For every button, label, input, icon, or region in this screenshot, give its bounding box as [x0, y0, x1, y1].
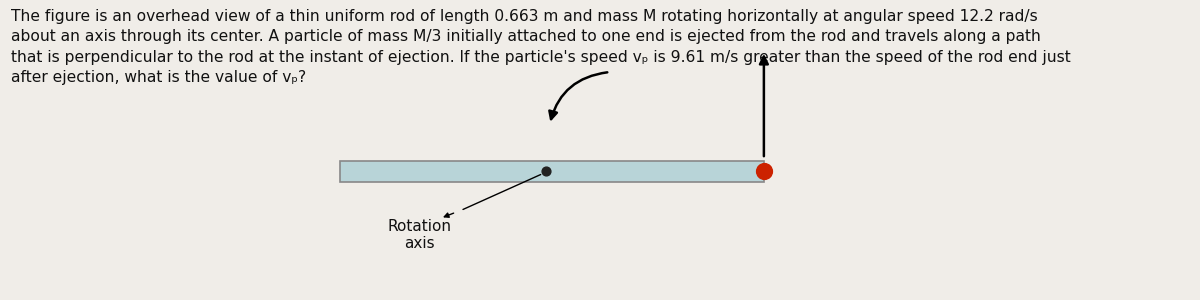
Text: Rotation
axis: Rotation axis [388, 219, 451, 251]
Bar [340, 160, 764, 182]
Point [755, 169, 774, 173]
FancyArrowPatch shape [550, 72, 607, 119]
Text: The figure is an overhead view of a thin uniform rod of length 0.663 m and mass : The figure is an overhead view of a thin… [11, 9, 1070, 85]
Point [536, 169, 556, 173]
